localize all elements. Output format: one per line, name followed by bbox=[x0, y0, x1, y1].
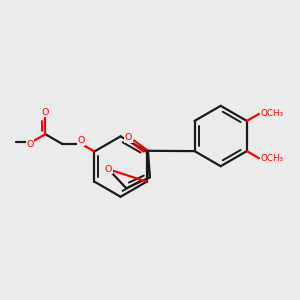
Text: O: O bbox=[27, 140, 34, 149]
Text: O: O bbox=[42, 108, 49, 117]
Text: O: O bbox=[105, 165, 112, 174]
Text: OCH₃: OCH₃ bbox=[260, 154, 283, 163]
Text: OCH₃: OCH₃ bbox=[260, 109, 283, 118]
Text: O: O bbox=[125, 133, 132, 142]
Text: O: O bbox=[77, 136, 85, 145]
